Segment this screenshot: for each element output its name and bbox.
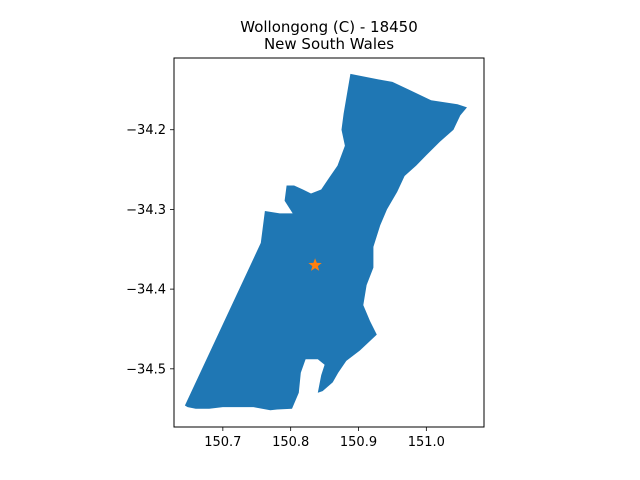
y-tick-label: −34.5	[126, 362, 166, 377]
centroid-star-marker	[308, 258, 322, 271]
y-tick-label: −34.2	[126, 123, 166, 138]
x-axis: 150.7 150.8 150.9 151.0	[204, 427, 445, 450]
plot-area	[184, 73, 467, 411]
region-polygon	[184, 73, 467, 411]
x-tick-label: 150.8	[272, 435, 309, 450]
x-tick-label: 150.9	[340, 435, 377, 450]
map-title-line2: New South Wales	[264, 35, 394, 53]
axes-frame	[173, 57, 485, 428]
y-tick-label: −34.3	[126, 203, 166, 218]
x-tick-label: 151.0	[408, 435, 445, 450]
x-tick-label: 150.7	[204, 435, 241, 450]
map-title-line1: Wollongong (C) - 18450	[240, 18, 418, 36]
y-axis: −34.2 −34.3 −34.4 −34.5	[126, 123, 174, 377]
y-tick-label: −34.4	[126, 283, 166, 298]
